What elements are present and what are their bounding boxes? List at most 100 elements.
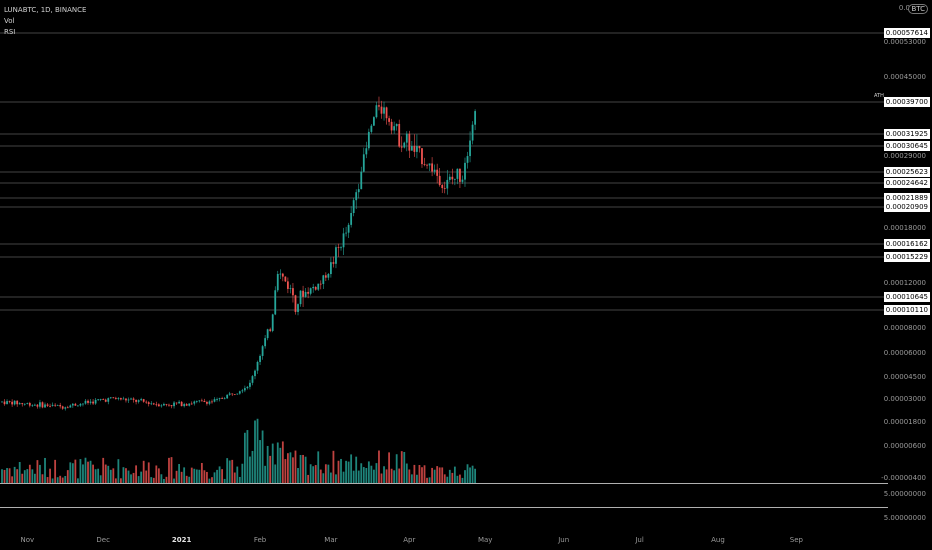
price-axis-tick: 0.00001800 [883,418,926,426]
candle-body [433,169,436,172]
volume-bar [327,464,330,483]
volume-bar [370,465,373,483]
volume-bar [261,430,264,483]
volume-bar [89,460,92,483]
candle-body [302,290,304,297]
pane-separator[interactable] [0,483,888,484]
level-price-label: 0.00020909 [883,202,930,212]
volume-bar [408,469,411,483]
candle-body [11,401,14,405]
volume-bar [317,451,320,483]
candle-body [33,404,36,406]
price-axis-top-partial: 0.0 [898,4,910,12]
candle-body [436,169,439,176]
candle-body [373,117,375,126]
volume-bar [436,466,439,483]
candle-body [281,273,284,277]
candle-body [41,402,44,408]
candle-body [150,403,153,405]
candle-body [466,156,469,163]
candle-body [155,404,158,406]
candle-body [421,148,423,165]
volume-bar [362,467,365,483]
candle-body [145,401,148,403]
volume-bar [178,464,180,483]
candle-body [451,176,454,180]
candle-body [453,178,456,180]
candle-body [140,399,143,401]
price-chart[interactable] [0,0,888,531]
volume-bar [104,464,107,483]
volume-bar [385,469,388,483]
volume-bar [347,461,350,483]
candle-body [254,370,256,377]
candle-body [178,401,180,404]
candle-body [395,123,398,127]
rsi-legend[interactable]: RSI [4,28,16,36]
candle-body [180,401,183,407]
volume-bar [466,464,469,483]
candle-body [378,105,380,107]
pane-separator[interactable] [0,507,888,508]
candle-body [122,398,125,400]
volume-bar [99,475,102,483]
price-axis-tick: 0.00006000 [883,349,926,357]
volume-bar [195,469,198,483]
candle-body [312,286,315,289]
volume-bar [183,467,186,483]
volume-bar [249,456,251,483]
volume-bar [97,468,100,483]
volume-bar [84,457,87,483]
volume-bar [203,470,206,483]
volume-legend[interactable]: Vol [4,17,15,25]
candle-body [269,329,272,331]
volume-bar [446,476,449,483]
volume-bar [241,463,244,483]
volume-bar [456,475,459,483]
candle-body [413,146,416,152]
volume-bar [398,468,401,483]
volume-bar [231,459,234,483]
volume-bar [438,467,441,483]
candle-body [365,148,368,155]
candle-body [390,121,393,131]
currency-button[interactable]: BTC [908,4,928,14]
candle-body [400,146,403,148]
candle-body [289,288,292,289]
volume-bar [312,466,315,483]
candle-body [16,400,19,405]
candle-body [216,399,218,400]
volume-bar [324,464,327,483]
candle-body [276,273,279,291]
candle-body [71,403,74,406]
level-price-label: 0.00031925 [883,129,930,139]
volume-bar [365,468,368,483]
volume-bar [112,468,115,483]
volume-bar [74,459,77,483]
volume-bar [337,460,340,483]
candle-body [249,382,251,387]
candle-body [213,399,216,402]
chart-area[interactable] [0,0,888,531]
candle-body [39,402,41,407]
volume-bar [21,473,24,483]
symbol-legend[interactable]: LUNABTC, 1D, BINANCE [4,6,87,14]
volume-bar [102,457,105,483]
price-axis-tick: 0.00029000 [883,152,926,160]
candle-body [459,168,461,182]
candle-body [165,403,168,405]
volume-bar [322,473,325,483]
candle-body [223,398,226,400]
candle-body [170,405,173,407]
volume-bar [198,469,201,483]
candle-body [193,401,196,404]
volume-bar [294,450,297,483]
candle-body [362,154,365,172]
volume-bar [276,442,279,483]
volume-bar [213,472,216,483]
candle-body [271,314,274,331]
level-price-label: 0.00010645 [883,292,930,302]
price-axis-tick: 0.00012000 [883,279,926,287]
candle-body [173,402,175,407]
candle-body [137,400,140,402]
